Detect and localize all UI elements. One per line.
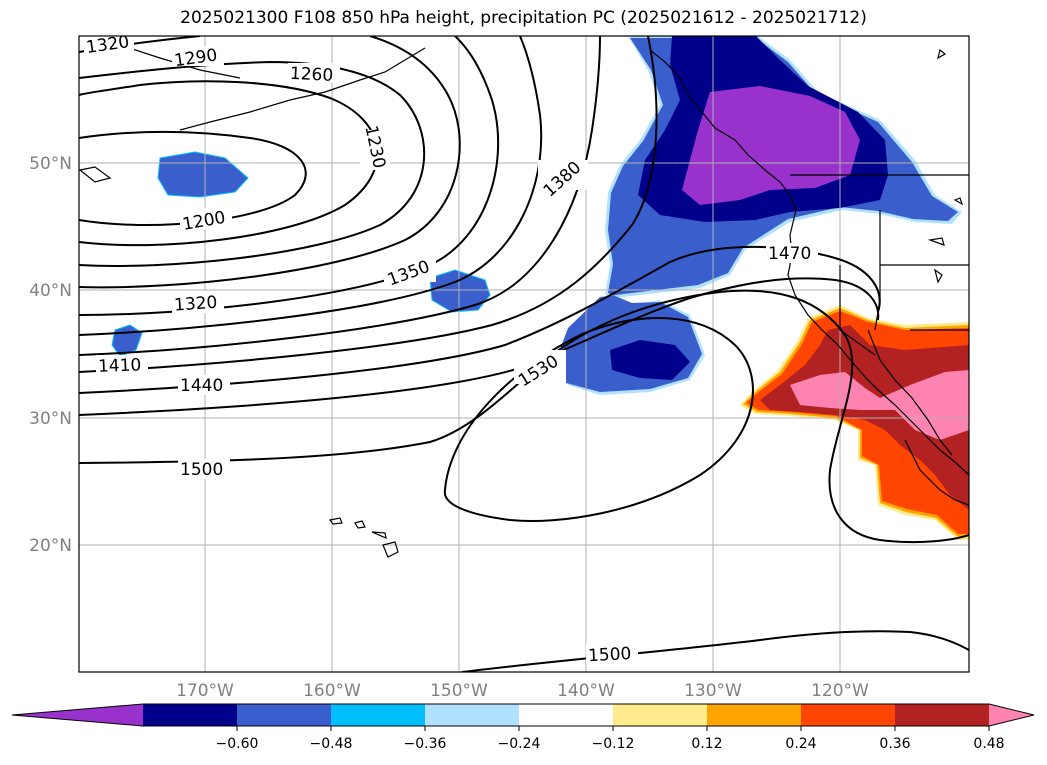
lon-label-160w: 160°W <box>303 681 361 701</box>
colorbar-segment <box>519 704 614 726</box>
colorbar-tick-label: 0.24 <box>785 736 816 752</box>
colorbar-extend-low <box>12 704 143 726</box>
colorbar-tick-label: −0.36 <box>404 736 447 752</box>
pos-anomaly-core <box>790 370 969 440</box>
contour-1380 <box>79 36 601 356</box>
latitude-labels: 50°N 40°N 30°N 20°N <box>29 154 72 556</box>
colorbar-tick-label: 0.48 <box>973 736 1004 752</box>
colorbar-segment <box>707 704 802 726</box>
contour-label-1320: 1320 <box>174 293 219 316</box>
longitude-labels: 170°W 160°W 150°W 140°W 130°W 120°W <box>176 681 869 701</box>
lon-label-130w: 130°W <box>684 681 742 701</box>
colorbar-outline <box>11 703 1035 727</box>
colorbar-tick-label: −0.48 <box>310 736 353 752</box>
neg-anomaly-dark-south <box>610 340 690 380</box>
contour-1290 <box>79 36 461 289</box>
map-title: 2025021300 F108 850 hPa height, precipit… <box>180 8 867 28</box>
colorbar-segment <box>237 704 332 726</box>
map-frame <box>78 35 970 673</box>
lon-label-170w: 170°W <box>176 681 234 701</box>
colorbar-tick-label: −0.24 <box>498 736 541 752</box>
contour-label-1470: 1470 <box>768 244 811 264</box>
contour-1350 <box>79 36 543 336</box>
lat-label-30n: 30°N <box>29 409 72 429</box>
colorbar-segment <box>895 704 990 726</box>
colorbar: −0.60 −0.48 −0.36 −0.24 −0.12 0.12 0.24 0.36 0.4… <box>11 703 1035 752</box>
contour-1470 <box>79 277 880 416</box>
colorbar-tick-label: −0.60 <box>216 736 259 752</box>
contour-label-1320-top: 1320 <box>85 32 131 58</box>
positive-anomaly-fields <box>740 305 969 540</box>
lat-label-40n: 40°N <box>29 281 72 301</box>
contour-1230 <box>79 80 379 247</box>
colorbar-extend-high <box>989 704 1034 726</box>
colorbar-segment <box>143 704 238 726</box>
contour-1440 <box>79 245 881 394</box>
lat-label-20n: 20°N <box>29 536 72 556</box>
contour-label-1260: 1260 <box>289 64 333 86</box>
contour-label-1500-bottom: 1500 <box>588 644 632 666</box>
contour-1500-bottom <box>461 630 969 672</box>
contour-label-1500: 1500 <box>180 460 223 480</box>
contour-label-1440: 1440 <box>180 376 223 396</box>
lat-label-50n: 50°N <box>29 154 72 174</box>
colorbar-tick-label: 0.36 <box>879 736 910 752</box>
lon-label-120w: 120°W <box>811 681 869 701</box>
colorbar-segment <box>331 704 426 726</box>
colorbar-segment <box>613 704 708 726</box>
colorbar-tick-label: −0.12 <box>592 736 635 752</box>
colorbar-segment <box>801 704 896 726</box>
colorbar-segment <box>425 704 520 726</box>
contour-1410 <box>79 36 658 373</box>
contour-1500 <box>79 289 969 544</box>
colorbar-tick-label: 0.12 <box>691 736 722 752</box>
lon-label-150w: 150°W <box>430 681 488 701</box>
lon-label-140w: 140°W <box>557 681 615 701</box>
contour-label-1410: 1410 <box>98 355 142 376</box>
